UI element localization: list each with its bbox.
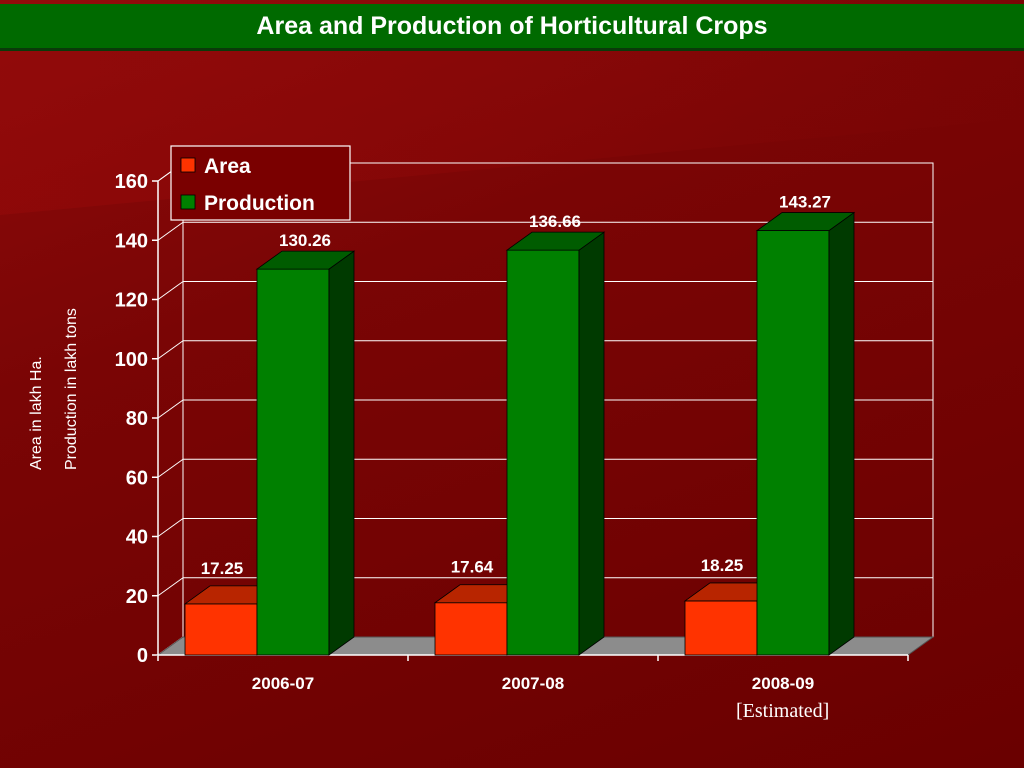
- legend-swatch-production: [180, 194, 196, 210]
- legend-swatch-area: [180, 157, 196, 173]
- bar-production-2006-07: [256, 268, 330, 656]
- x-tick-label: 2006-07: [252, 674, 314, 693]
- bar-side-production-2007-08: [578, 231, 605, 656]
- bar-top-production-2008-09: [755, 212, 856, 231]
- y-tick-label: 100: [115, 349, 148, 371]
- bar-area-2008-09: [684, 600, 758, 656]
- gridline-depth: [157, 577, 184, 597]
- x-tick-label: 2008-09: [752, 674, 814, 693]
- gridline-depth: [157, 281, 184, 300]
- y-tick-label: 120: [115, 290, 148, 312]
- data-label-area: 17.25: [201, 559, 244, 578]
- y-tick-label: 60: [126, 467, 148, 489]
- y-tick-label: 140: [115, 230, 148, 252]
- legend-label-production: Production: [204, 192, 315, 215]
- data-label-area: 18.25: [701, 556, 744, 575]
- y-tick-label: 40: [126, 527, 148, 549]
- gridline-depth: [157, 221, 184, 241]
- x-tick-label: 2007-08: [502, 674, 564, 693]
- bar-area-2006-07: [184, 603, 258, 656]
- data-label-production: 136.66: [529, 212, 581, 231]
- bar-side-production-2006-07: [328, 250, 355, 656]
- y-tick-label: 160: [115, 171, 148, 193]
- gridline-depth: [157, 458, 184, 478]
- slide-title: Area and Production of Horticultural Cro…: [256, 11, 768, 40]
- y-tick-label: 20: [126, 586, 148, 608]
- legend-box: [170, 145, 351, 221]
- bar-area-2007-08: [434, 602, 508, 656]
- y-tick-label: 0: [137, 645, 148, 667]
- data-label-production: 130.26: [279, 231, 331, 250]
- bar-top-production-2006-07: [255, 250, 356, 270]
- estimated-note: [Estimated]: [736, 700, 830, 722]
- gridline-depth: [157, 518, 184, 537]
- y-tick-label: 80: [126, 408, 148, 430]
- gridline-depth: [157, 340, 184, 360]
- data-label-area: 17.64: [451, 558, 494, 577]
- gridline-depth: [157, 399, 184, 419]
- legend-label-area: Area: [204, 155, 251, 178]
- bar-production-2007-08: [506, 249, 580, 656]
- bar-production-2008-09: [756, 230, 830, 656]
- title-bar: Area and Production of Horticultural Cro…: [0, 4, 1024, 51]
- data-label-production: 143.27: [779, 193, 831, 212]
- bar-side-production-2008-09: [828, 211, 855, 656]
- bar-top-production-2007-08: [505, 231, 606, 251]
